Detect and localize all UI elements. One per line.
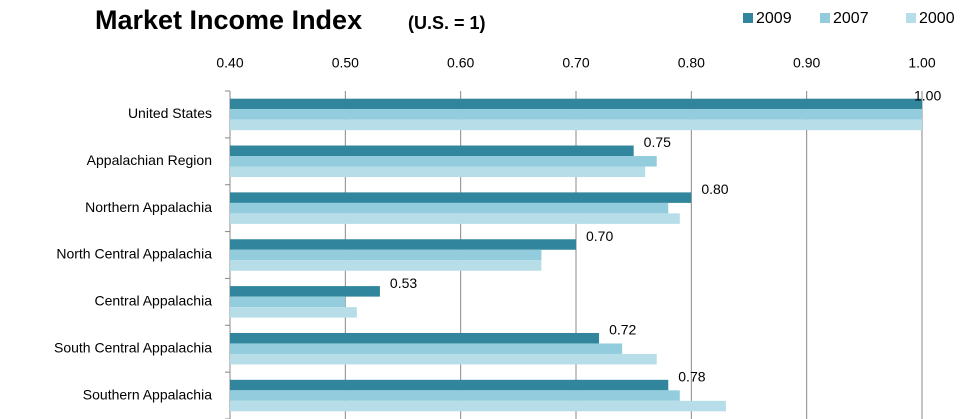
data-label: 0.78 [678,369,705,385]
bar [230,239,576,250]
y-tick-label: North Central Appalachia [56,246,212,262]
bar [230,213,680,224]
data-label: 0.75 [644,134,671,150]
bar [230,307,357,318]
y-tick-label: South Central Appalachia [54,339,212,355]
bar [230,286,380,297]
data-label: 0.70 [586,228,613,244]
y-tick-label: Southern Appalachia [83,386,212,402]
y-tick-label: Northern Appalachia [85,199,212,215]
x-tick-label: 0.90 [793,55,820,71]
legend-swatch [906,13,916,23]
x-tick-label: 1.00 [908,55,935,71]
x-tick-label: 0.80 [678,55,705,71]
bar [230,379,669,391]
bar [230,166,646,178]
y-tick-label: Central Appalachia [94,293,212,309]
chart-subtitle: (U.S. = 1) [408,13,486,33]
bar [230,202,669,214]
x-tick-label: 0.40 [216,55,243,71]
x-tick-label: 0.70 [562,55,589,71]
legend-swatch [820,13,830,23]
bar [230,109,922,120]
legend-label: 2000 [919,10,955,27]
data-label: 0.72 [609,322,636,338]
bar [230,343,623,354]
chart-title: Market Income Index [95,5,362,35]
bar [230,192,692,203]
bar [230,332,600,344]
bar [230,400,726,412]
bar [230,145,634,157]
bar [230,249,542,261]
x-tick-label: 0.60 [447,55,474,71]
legend-swatch [743,13,753,23]
bar [230,260,542,271]
bar [230,296,346,308]
bar [230,98,922,110]
legend-label: 2007 [833,10,869,27]
bar [230,390,680,401]
y-tick-label: Appalachian Region [87,152,212,168]
y-tick-label: United States [128,105,212,121]
bar [230,156,657,167]
data-label: 1.00 [914,87,941,103]
data-label: 0.80 [701,181,728,197]
legend-label: 2009 [756,10,792,27]
bar [230,119,922,131]
bar [230,353,657,365]
data-label: 0.53 [390,275,417,291]
x-tick-label: 0.50 [332,55,359,71]
